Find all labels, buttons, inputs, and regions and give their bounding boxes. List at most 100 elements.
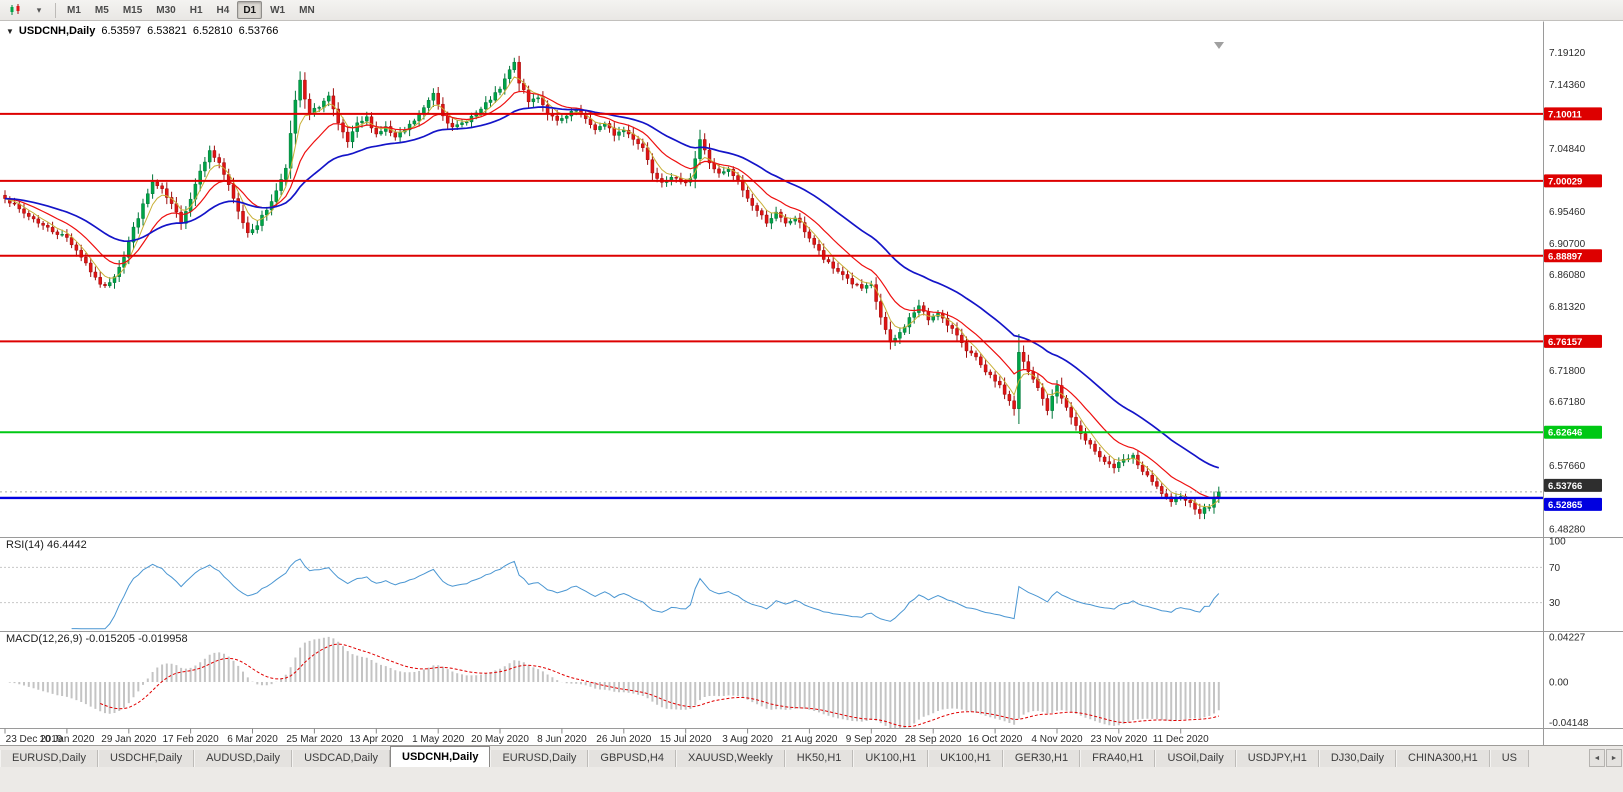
price-axis-label: 6.57660 (1549, 461, 1586, 472)
macd-axis-label: -0.04148 (1549, 718, 1589, 729)
ohlc-close: 6.53766 (238, 25, 279, 37)
price-axis-label: 6.90700 (1549, 239, 1586, 250)
horizontal-level-lines[interactable] (0, 112, 1543, 500)
tab-scroll-arrows: ◄ ► (1589, 749, 1622, 767)
chart-tab-china300-h1[interactable]: CHINA300,H1 (1396, 750, 1490, 767)
chart-tabs: EURUSD,Daily USDCHF,Daily AUDUSD,Daily USDC… (0, 746, 1593, 767)
macd-axis-label: 0.04227 (1549, 633, 1586, 644)
date-axis-label: 26 Jun 2020 (596, 734, 651, 745)
svg-text:7.10011: 7.10011 (1548, 109, 1583, 120)
timeframe-button-h4[interactable]: H4 (216, 4, 230, 16)
rsi-axis-label: 70 (1549, 563, 1561, 574)
chart-tab-usdjpy-h1[interactable]: USDJPY,H1 (1235, 750, 1319, 767)
price-label-box-6.53766: 6.53766 (1544, 478, 1602, 492)
tab-scroll-left-icon: ◄ (1593, 754, 1601, 762)
price-axis-label: 6.86080 (1549, 270, 1586, 281)
rsi-name: RSI(14) (6, 539, 44, 551)
date-axis-label: 20 May 2020 (471, 734, 529, 745)
date-axis-label: 23 Nov 2020 (1090, 734, 1147, 745)
ohlc-open: 6.53597 (101, 25, 142, 37)
date-axis-label: 9 Sep 2020 (846, 734, 898, 745)
date-axis-label: 11 Dec 2020 (1153, 734, 1209, 745)
chart-tab-usdchf-daily[interactable]: USDCHF,Daily (97, 750, 195, 767)
chart-tab-dj30-daily[interactable]: DJ30,Daily (1318, 750, 1397, 767)
macd-histogram (8, 636, 1220, 728)
price-axis-label: 6.67180 (1549, 397, 1586, 408)
chart-tab-fra40-h1[interactable]: FRA40,H1 (1080, 750, 1156, 767)
chart-tab-eurusd-daily[interactable]: EURUSD,Daily (490, 750, 589, 767)
up-candle-bodies (60, 61, 1221, 514)
svg-text:6.88897: 6.88897 (1548, 251, 1582, 262)
timeframe-button-h1[interactable]: H1 (189, 4, 203, 16)
down-candle-wicks (4, 55, 1201, 520)
chart-symbol-period: USDCNH,Daily (18, 25, 96, 37)
chart-tab-usdcad-daily[interactable]: USDCAD,Daily (292, 750, 391, 767)
macd-name: MACD(12,26,9) (6, 633, 83, 645)
main-price-plot (3, 55, 1221, 520)
date-axis-label: 21 Aug 2020 (781, 734, 838, 745)
price-label-box-6.88897: 6.88897 (1544, 249, 1602, 263)
chart-tab-xauusd-weekly[interactable]: XAUUSD,Weekly (675, 750, 785, 767)
macd-panel (8, 636, 1220, 728)
rsi-panel (0, 558, 1543, 630)
candlestick-series (3, 55, 1221, 520)
price-label-box-6.62646: 6.62646 (1544, 425, 1602, 439)
date-axis-label: 10 Jan 2020 (39, 734, 94, 745)
chart-tab-usdcnh-daily[interactable]: USDCNH,Daily (390, 746, 491, 767)
chart-type-button[interactable] (4, 1, 26, 20)
date-axis-label: 28 Sep 2020 (905, 734, 962, 745)
candlestick-chart-icon (10, 4, 19, 15)
date-axis-label: 23 Dec 2019 (6, 734, 63, 745)
chart-tab-uk100-h1[interactable]: UK100,H1 (928, 750, 1003, 767)
chart-tab-eurusd-daily[interactable]: EURUSD,Daily (0, 750, 98, 767)
svg-text:7.00029: 7.00029 (1548, 176, 1582, 187)
date-axis-label: 6 Mar 2020 (227, 734, 278, 745)
panel-separators (0, 21, 1623, 745)
date-axis-label: 17 Feb 2020 (163, 734, 220, 745)
svg-text:6.76157: 6.76157 (1548, 337, 1582, 348)
chart-tab-gbpusd-h4[interactable]: GBPUSD,H4 (588, 750, 676, 767)
timeframe-button-w1[interactable]: W1 (270, 4, 286, 16)
date-axis-label: 25 Mar 2020 (286, 734, 343, 745)
moving-average-34 (4, 106, 1220, 469)
ohlc-high: 6.53821 (147, 25, 187, 37)
chart-tab-uk100-h1[interactable]: UK100,H1 (853, 750, 929, 767)
tab-scroll-left-button[interactable]: ◄ (1589, 749, 1605, 767)
rsi-axis-label: 100 (1549, 537, 1566, 548)
chart-ohlc-readout: ▼ USDCNH,Daily 6.53597 6.53821 6.52810 6… (6, 25, 278, 37)
date-axis-label: 4 Nov 2020 (1031, 734, 1083, 745)
chart-tab-bar: EURUSD,Daily USDCHF,Daily AUDUSD,Daily USDC… (0, 745, 1623, 792)
timeframe-button-d1[interactable]: D1 (237, 1, 263, 19)
date-axis-label: 29 Jan 2020 (101, 734, 156, 745)
rsi-value: 46.4442 (46, 539, 87, 551)
date-axis-label: 15 Jul 2020 (660, 734, 712, 745)
timeframe-button-m1[interactable]: M1 (67, 4, 81, 16)
down-candle-bodies (3, 61, 1202, 514)
timeframe-button-m30[interactable]: M30 (156, 4, 176, 16)
timeframe-button-mn[interactable]: MN (299, 4, 315, 16)
timeframe-toolbar: ▾ M1 M5 M15 M30 H1 H4 D1 W1 MN (0, 0, 1623, 21)
price-axis-label: 6.48280 (1549, 524, 1586, 535)
timeframe-button-group: M1 M5 M15 M30 H1 H4 D1 W1 MN (60, 1, 322, 19)
up-candle-wicks (61, 57, 1220, 520)
chart-type-dropdown-button[interactable]: ▾ (28, 1, 50, 20)
chart-tab-audusd-daily[interactable]: AUDUSD,Daily (194, 750, 293, 767)
price-label-box-6.52865: 6.52865 (1544, 497, 1602, 511)
timeframe-button-m5[interactable]: M5 (94, 4, 109, 16)
rsi-indicator-label: RSI(14) 46.4442 (6, 539, 87, 551)
chart-tab-usoil-daily[interactable]: USOil,Daily (1155, 750, 1236, 767)
collapse-triangle-icon[interactable]: ▼ (6, 26, 14, 36)
macd-signal-line (100, 643, 1219, 728)
chart-tab-hk50-h1[interactable]: HK50,H1 (784, 750, 854, 767)
price-axis[interactable]: 7.191207.143607.096007.048407.000806.954… (1544, 48, 1602, 729)
svg-text:6.52865: 6.52865 (1548, 500, 1583, 511)
toolbar-separator (55, 2, 56, 18)
tab-scroll-right-button[interactable]: ► (1606, 749, 1622, 767)
chart-shift-marker-icon[interactable] (1214, 42, 1224, 49)
caret-down-icon: ▾ (36, 4, 42, 15)
chart-tab-us[interactable]: US (1489, 750, 1529, 767)
timeframe-button-m15[interactable]: M15 (122, 4, 143, 16)
chart-tab-ger30-h1[interactable]: GER30,H1 (1002, 750, 1081, 767)
